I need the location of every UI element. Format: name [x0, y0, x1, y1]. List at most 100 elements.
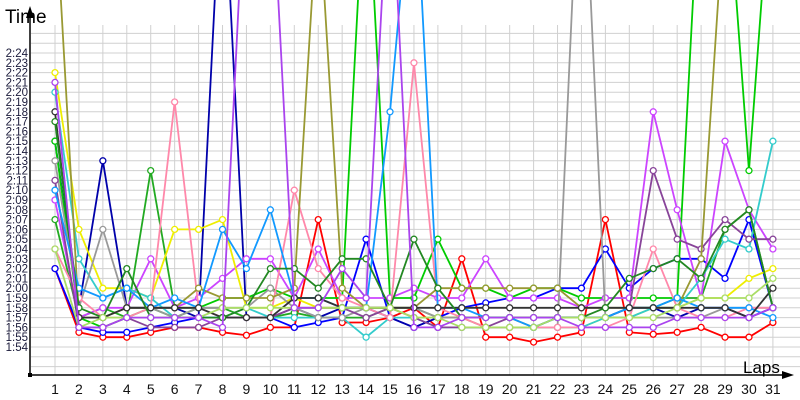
data-point	[721, 235, 729, 243]
data-point	[314, 304, 322, 312]
x-tick-label: 30	[741, 381, 757, 397]
y-tick-label: 1:59	[6, 293, 28, 305]
data-point	[482, 323, 490, 332]
x-tick-label: 14	[358, 381, 374, 397]
data-point	[51, 68, 59, 77]
data-point	[434, 284, 442, 292]
data-point	[601, 323, 610, 332]
x-tick-label: 18	[454, 381, 470, 397]
data-point	[266, 264, 275, 273]
data-point	[242, 294, 251, 302]
data-point	[314, 245, 322, 253]
data-point	[314, 313, 322, 322]
y-tick-label: 2:19	[6, 97, 28, 109]
data-point	[673, 206, 681, 214]
x-tick-label: 19	[478, 381, 494, 397]
data-point	[745, 235, 753, 243]
data-point	[745, 304, 753, 312]
data-point	[123, 264, 131, 273]
data-point	[745, 294, 753, 302]
data-point	[649, 313, 657, 322]
data-point	[123, 328, 131, 336]
data-point	[601, 304, 610, 312]
data-point	[649, 108, 657, 116]
data-point	[649, 245, 657, 253]
data-point	[147, 304, 155, 312]
data-point	[625, 274, 633, 283]
y-tick-label: 2:16	[6, 126, 28, 138]
data-point	[697, 313, 705, 322]
data-point	[649, 323, 657, 332]
data-point	[769, 274, 777, 283]
data-point	[410, 59, 418, 67]
data-point	[769, 235, 777, 243]
y-tick-label: 2:13	[6, 156, 28, 168]
x-tick-label: 21	[526, 381, 542, 397]
data-point	[721, 313, 729, 322]
x-tick-label: 5	[147, 381, 155, 397]
x-tick-label: 28	[693, 381, 709, 397]
y-tick-label: 2:22	[6, 68, 28, 80]
y-tick-label: 2:12	[6, 166, 28, 178]
data-point	[601, 245, 610, 253]
data-point	[386, 313, 394, 322]
data-point	[75, 255, 83, 263]
data-point	[242, 313, 251, 322]
data-point	[482, 255, 490, 263]
y-tick-label: 1:55	[6, 332, 28, 344]
data-point	[697, 274, 705, 283]
data-point	[266, 304, 275, 312]
y-axis-title: Time	[5, 7, 47, 28]
data-point	[170, 323, 179, 332]
x-axis-arrow-icon	[782, 371, 794, 379]
y-tick-label: 1:58	[6, 303, 28, 315]
y-tick-label: 2:00	[6, 283, 28, 295]
data-point	[99, 284, 107, 292]
data-point	[314, 294, 322, 302]
data-point	[482, 333, 490, 341]
data-point	[769, 245, 777, 253]
x-tick-label: 29	[717, 381, 733, 397]
data-point	[529, 313, 538, 322]
data-point	[75, 323, 83, 332]
y-tick-label: 2:23	[6, 58, 28, 70]
data-point	[170, 313, 179, 322]
data-point	[721, 137, 729, 145]
data-point	[194, 225, 203, 234]
data-point	[745, 274, 753, 283]
data-point	[673, 313, 681, 322]
data-point	[649, 304, 657, 312]
y-tick-label: 1:54	[6, 342, 29, 354]
data-point	[577, 284, 586, 292]
data-point	[99, 157, 107, 165]
data-point	[218, 215, 227, 224]
x-tick-label: 15	[382, 381, 398, 397]
series-17	[51, 0, 777, 332]
y-axis-arrow-icon	[26, 6, 34, 18]
data-point	[51, 245, 59, 253]
x-tick-label: 13	[334, 381, 350, 397]
data-point	[458, 313, 466, 322]
data-point	[410, 235, 418, 243]
y-tick-label: 2:15	[6, 136, 28, 148]
data-point	[721, 294, 729, 302]
data-point	[123, 284, 131, 292]
data-point	[745, 313, 753, 322]
tick-labels: 1 2 3 4 5 6 7 8 9 10 11 12 13 14 15 16 17 18 19 20 21 22 23 24 2…	[6, 48, 781, 397]
data-point	[553, 304, 562, 312]
data-point	[51, 186, 59, 194]
data-point	[266, 206, 275, 214]
data-point	[147, 255, 155, 263]
series-group	[51, 0, 777, 346]
data-point	[577, 323, 586, 332]
data-point	[266, 284, 275, 292]
data-point	[434, 235, 442, 243]
data-point	[266, 294, 275, 302]
data-point	[147, 323, 155, 332]
data-point	[625, 313, 633, 322]
data-point	[625, 323, 633, 332]
x-tick-label: 23	[574, 381, 590, 397]
data-point	[745, 333, 753, 341]
data-point	[338, 294, 346, 302]
data-point	[458, 284, 466, 292]
